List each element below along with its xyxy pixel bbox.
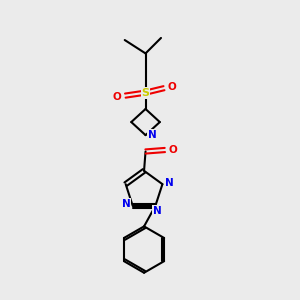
Text: S: S xyxy=(142,88,149,98)
Text: N: N xyxy=(122,199,130,209)
Text: O: O xyxy=(168,82,177,92)
Text: O: O xyxy=(112,92,122,102)
Text: N: N xyxy=(152,206,161,216)
Text: O: O xyxy=(169,145,178,155)
Text: N: N xyxy=(148,130,157,140)
Text: N: N xyxy=(165,178,173,188)
